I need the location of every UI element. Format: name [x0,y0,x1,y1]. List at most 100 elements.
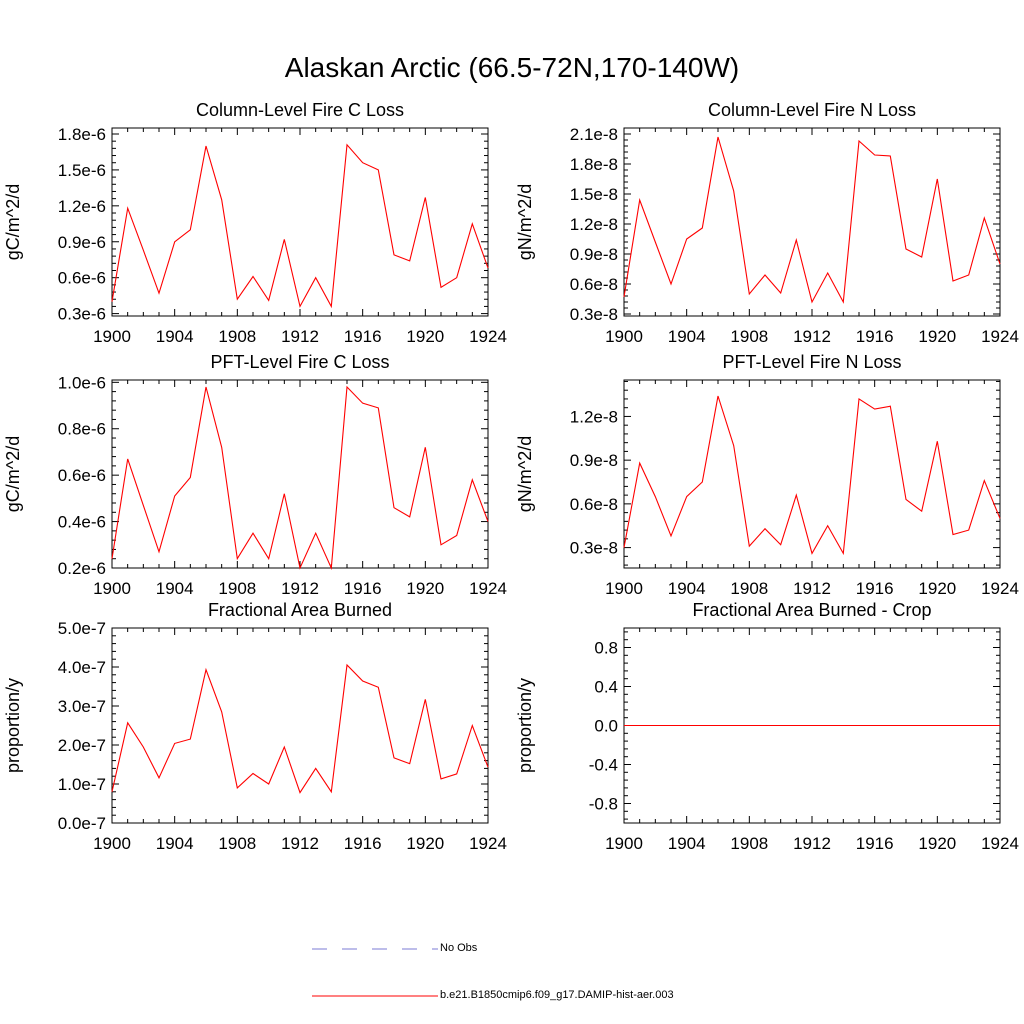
panel-title: Column-Level Fire C Loss [196,100,404,120]
x-tick-label: 1924 [981,579,1019,598]
x-tick-label: 1924 [981,834,1019,853]
x-tick-label: 1916 [856,327,894,346]
x-tick-label: 1912 [793,834,831,853]
y-tick-label: 1.5e-8 [570,185,618,204]
y-axis-label: gN/m^2/d [515,184,535,260]
x-tick-label: 1920 [406,579,444,598]
series-line [623,136,1001,304]
x-tick-label: 1912 [281,327,319,346]
y-tick-label: 0.8e-6 [58,420,106,439]
y-tick-label: 2.1e-8 [570,125,618,144]
chart-panel: 1900 1904 1908 1912 1916 1920 1924 0.3e-8 0.6e-8… [515,100,1019,346]
y-tick-label: 0.3e-8 [570,539,618,558]
x-tick-label: 1920 [406,834,444,853]
y-tick-label: 0.4 [594,678,618,697]
x-tick-label: 1908 [218,834,256,853]
y-tick-label: 0.6e-8 [570,495,618,514]
legend-obs-swatch [312,948,438,950]
x-tick-label: 1900 [93,834,131,853]
y-tick-label: 1.8e-8 [570,155,618,174]
series-line [623,395,1001,556]
x-tick-label: 1900 [93,579,131,598]
panel-title: PFT-Level Fire N Loss [722,352,901,372]
y-tick-label: -0.8 [589,795,618,814]
x-tick-label: 1904 [668,327,706,346]
x-tick-label: 1900 [93,327,131,346]
y-tick-label: 4.0e-7 [58,658,106,677]
y-tick-label: 0.6e-6 [58,466,106,485]
legend-model-swatch [312,995,438,997]
x-tick-label: 1900 [605,327,643,346]
y-tick-label: 0.2e-6 [58,559,106,578]
x-tick-label: 1920 [918,579,956,598]
y-tick-label: 1.0e-7 [58,775,106,794]
x-tick-label: 1904 [668,579,706,598]
panel-title: Fractional Area Burned - Crop [692,600,931,620]
y-axis-label: gN/m^2/d [515,436,535,512]
y-tick-label: 2.0e-7 [58,736,106,755]
x-tick-label: 1916 [856,834,894,853]
y-tick-label: 0.4e-6 [58,513,106,532]
x-tick-label: 1900 [605,834,643,853]
x-tick-label: 1916 [856,579,894,598]
x-tick-label: 1908 [730,327,768,346]
x-tick-label: 1912 [281,834,319,853]
legend-obs-label: No Obs [440,942,478,954]
plot-frame [111,627,489,824]
x-tick-label: 1924 [981,327,1019,346]
chart-panel: 1900 1904 1908 1912 1916 1920 1924 0.0e-7 1.0e-7… [3,600,507,853]
y-axis-label: gC/m^2/d [3,184,23,260]
y-tick-label: 1.2e-6 [58,197,106,216]
x-tick-label: 1912 [793,327,831,346]
y-tick-label: 3.0e-7 [58,697,106,716]
x-tick-label: 1912 [281,579,319,598]
y-tick-label: 5.0e-7 [58,619,106,638]
y-axis-label: proportion/y [515,678,535,773]
panel-title: Fractional Area Burned [208,600,392,620]
y-tick-label: 0.3e-8 [570,305,618,324]
x-tick-label: 1916 [344,834,382,853]
y-axis-label: proportion/y [3,678,23,773]
y-tick-label: 0.9e-6 [58,233,106,252]
x-tick-label: 1920 [406,327,444,346]
x-tick-label: 1908 [218,579,256,598]
plot-frame [623,379,1001,569]
legend-item-model: b.e21.B1850cmip6.f09_g17.DAMIP-hist-aer.… [312,989,1012,1003]
series-line [111,385,489,571]
y-tick-label: 0.3e-6 [58,305,106,324]
page-title: Alaskan Arctic (66.5-72N,170-140W) [284,52,740,83]
y-tick-label: 0.6e-6 [58,269,106,288]
y-tick-label: 1.2e-8 [570,215,618,234]
x-tick-label: 1920 [918,327,956,346]
x-tick-label: 1908 [218,327,256,346]
plot-frame [111,127,489,317]
x-tick-label: 1904 [156,579,194,598]
chart-panel: 1900 1904 1908 1912 1916 1920 1924 0.3e-8 0.6e-8… [515,352,1019,598]
y-tick-label: 0.9e-8 [570,245,618,264]
x-tick-label: 1904 [156,834,194,853]
chart-panel: 1900 1904 1908 1912 1916 1920 1924 0.2e-6 0.4e-6… [3,352,507,598]
legend-model-label: b.e21.B1850cmip6.f09_g17.DAMIP-hist-aer.… [440,989,674,1001]
chart-panel: 1900 1904 1908 1912 1916 1920 1924 0.3e-6 0.6e-6… [3,100,507,346]
series-line [111,663,489,794]
x-tick-label: 1916 [344,327,382,346]
y-tick-label: 0.9e-8 [570,451,618,470]
panel-title: Column-Level Fire N Loss [708,100,916,120]
x-tick-label: 1904 [156,327,194,346]
x-tick-label: 1916 [344,579,382,598]
x-tick-label: 1900 [605,579,643,598]
y-tick-label: 1.2e-8 [570,407,618,426]
x-tick-label: 1920 [918,834,956,853]
y-tick-label: 0.0 [594,717,618,736]
series-line [111,143,489,309]
y-tick-label: 0.6e-8 [570,275,618,294]
x-tick-label: 1908 [730,579,768,598]
y-tick-label: -0.4 [589,756,618,775]
x-tick-label: 1908 [730,834,768,853]
chart-panel: 1900 1904 1908 1912 1916 1920 1924 -0.8 -0.4 0.0 0… [515,600,1019,853]
y-tick-label: 1.0e-6 [58,373,106,392]
panel-title: PFT-Level Fire C Loss [210,352,389,372]
legend-item-obs: No Obs [312,942,1012,956]
x-tick-label: 1924 [469,579,507,598]
